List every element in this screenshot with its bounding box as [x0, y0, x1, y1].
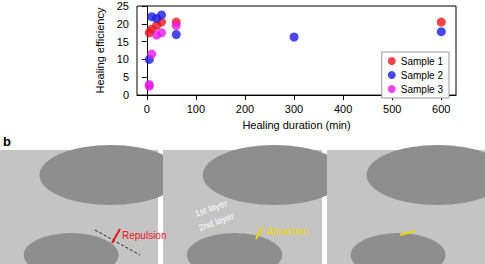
svg-text:0: 0	[144, 103, 150, 115]
svg-text:0: 0	[123, 89, 129, 101]
svg-text:400: 400	[334, 103, 352, 115]
svg-text:Attraction: Attraction	[266, 226, 308, 237]
svg-text:100: 100	[187, 103, 205, 115]
svg-text:5: 5	[123, 71, 129, 83]
svg-text:20: 20	[117, 18, 129, 30]
svg-text:10: 10	[117, 53, 129, 65]
svg-text:Healing efficiency: Healing efficiency	[94, 7, 106, 94]
svg-text:Sample 2: Sample 2	[401, 70, 444, 81]
svg-text:1st layer: 1st layer	[193, 197, 229, 219]
svg-text:200: 200	[236, 103, 254, 115]
svg-text:Repulsion: Repulsion	[122, 230, 166, 241]
svg-text:2nd layer: 2nd layer	[197, 211, 235, 233]
svg-text:b: b	[3, 135, 11, 149]
svg-text:25: 25	[117, 0, 129, 12]
svg-text:Healing duration (min): Healing duration (min)	[242, 119, 350, 131]
svg-text:500: 500	[383, 103, 401, 115]
svg-text:15: 15	[117, 36, 129, 48]
svg-text:600: 600	[432, 103, 450, 115]
svg-text:Sample 1: Sample 1	[401, 56, 444, 67]
svg-text:300: 300	[285, 103, 303, 115]
svg-text:Sample 3: Sample 3	[401, 84, 444, 95]
